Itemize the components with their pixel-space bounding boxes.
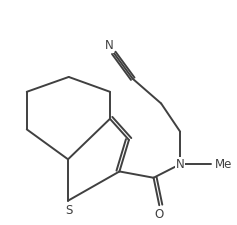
- Text: O: O: [155, 208, 164, 221]
- Text: S: S: [65, 204, 73, 217]
- Text: Me: Me: [214, 158, 232, 171]
- Text: N: N: [176, 158, 184, 171]
- Text: N: N: [105, 39, 113, 52]
